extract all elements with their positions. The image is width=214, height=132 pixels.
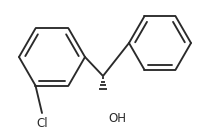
Text: Cl: Cl — [36, 117, 48, 130]
Text: OH: OH — [108, 112, 126, 125]
